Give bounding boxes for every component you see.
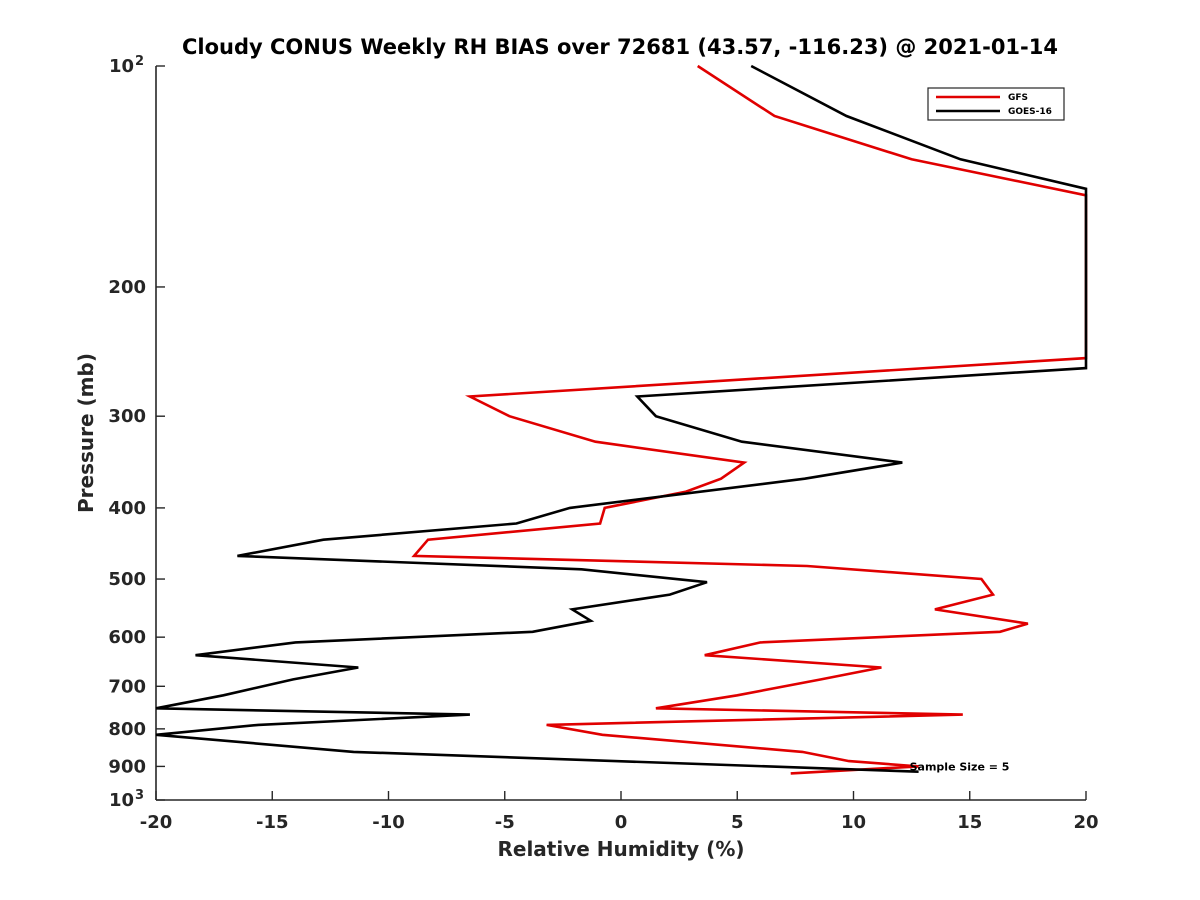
y-tick-exponent: 3 xyxy=(135,788,144,803)
plot-area xyxy=(155,66,1086,801)
legend-box xyxy=(927,87,1065,121)
x-tick-label: -10 xyxy=(372,812,405,833)
y-tick-label: 300 xyxy=(108,406,146,427)
legend-label: GOES-16 xyxy=(1008,107,1052,117)
chart-title: Cloudy CONUS Weekly RH BIAS over 72681 (… xyxy=(182,35,1058,59)
x-tick-label: 20 xyxy=(1073,812,1098,833)
y-tick-label: 10 xyxy=(109,56,134,77)
y-tick-label: 700 xyxy=(108,676,146,697)
series-line-gfs xyxy=(411,64,1088,775)
y-tick-label: 500 xyxy=(108,569,146,590)
x-axis-label: Relative Humidity (%) xyxy=(497,837,744,861)
x-tick-label: 10 xyxy=(841,812,866,833)
y-tick-label: 200 xyxy=(108,277,146,298)
y-tick-label: 600 xyxy=(108,627,146,648)
y-tick-label: 900 xyxy=(108,756,146,777)
y-tick-exponent: 2 xyxy=(135,54,144,69)
series-line-goes-16 xyxy=(155,64,1088,773)
sample-size-annotation: Sample Size = 5 xyxy=(910,760,1010,773)
x-tick-label: -20 xyxy=(140,812,173,833)
y-tick-label: 400 xyxy=(108,498,146,519)
x-tick-label: 5 xyxy=(731,812,744,833)
legend-label: GFS xyxy=(1008,93,1028,103)
x-tick-label: -15 xyxy=(256,812,289,833)
y-axis-label: Pressure (mb) xyxy=(74,353,98,513)
annotations: Sample Size = 5 xyxy=(910,760,1010,773)
x-tick-label: -5 xyxy=(495,812,515,833)
legend: GFS GOES-16 xyxy=(927,87,1065,121)
x-axis: -20 -15 -10 -5 0 5 10 15 20 xyxy=(140,791,1099,833)
x-tick-label: 15 xyxy=(957,812,982,833)
y-tick-label: 10 xyxy=(109,790,134,811)
y-tick-label: 800 xyxy=(108,719,146,740)
x-tick-label: 0 xyxy=(615,812,628,833)
series-layer xyxy=(155,64,1088,775)
